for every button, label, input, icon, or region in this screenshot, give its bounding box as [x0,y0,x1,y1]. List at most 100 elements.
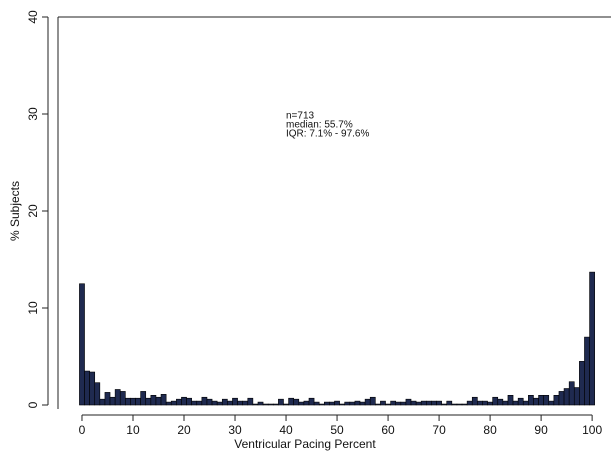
bar [385,403,391,406]
bar [206,398,213,406]
bar [221,398,228,406]
bar [186,397,192,406]
x-tick-label: 100 [582,423,602,437]
bar [477,400,483,406]
x-tick-label: 80 [483,423,497,437]
bar [237,400,243,406]
bar [512,400,519,406]
bar [461,403,468,406]
bar [431,400,437,406]
bar [543,394,550,406]
bar [568,381,575,406]
bar [232,397,238,406]
bar [135,397,141,406]
bar [308,397,315,406]
bar [390,400,397,406]
bar [380,400,386,406]
bar [227,400,233,406]
bar [563,388,570,406]
bar [145,397,152,406]
bar [359,401,366,406]
bar [375,403,381,406]
bar [395,401,402,406]
bar [201,396,208,406]
x-tick-label: 20 [177,423,191,437]
bar [517,397,524,406]
bar [329,401,335,406]
bar [211,400,218,406]
x-tick-label: 0 [79,423,86,437]
x-tick-label: 90 [534,423,548,437]
bar [130,397,136,406]
bar [400,401,407,406]
bar [410,400,417,406]
bar [262,403,269,406]
bar [125,397,131,406]
bar [466,400,473,406]
x-tick-label: 40 [279,423,293,437]
bar [426,400,432,406]
bar [288,397,294,406]
bar [267,403,274,406]
bar [84,370,90,406]
bar [89,371,96,406]
bar [344,401,351,406]
bar [584,336,590,406]
bar [140,391,147,406]
y-tick-label: 10 [26,301,40,315]
bar [548,400,555,406]
bar [176,398,182,406]
bar [471,396,478,406]
bar [456,403,463,406]
bar [160,394,167,406]
bar [502,400,509,406]
x-tick-label: 60 [381,423,395,437]
bar [323,401,330,406]
bar [553,394,560,406]
bar [278,398,284,406]
bar [349,401,356,406]
bar [415,401,422,406]
bar [109,396,116,406]
bar [451,403,458,406]
bar [369,396,376,406]
bar [558,391,565,406]
bar [589,271,595,406]
x-tick-label: 10 [126,423,140,437]
y-tick-label: 30 [26,107,40,121]
bar [165,401,172,406]
bar [436,400,442,406]
bar [364,398,371,406]
bar [99,398,106,406]
x-tick-label: 30 [228,423,242,437]
bar [150,394,157,406]
bar [196,400,203,406]
bar [247,397,254,406]
x-tick-label: 70 [432,423,446,437]
bar [94,382,101,406]
y-tick-label: 40 [26,10,40,24]
bar [298,401,305,406]
bar [293,398,300,406]
bar [487,401,493,406]
bar [573,387,580,406]
bar [104,392,111,406]
x-axis-label: Ventricular Pacing Percent [234,437,376,451]
bar [528,394,534,406]
annotation: median: 55.7% [286,120,353,131]
y-tick-label: 0 [26,401,40,408]
bar [497,398,504,406]
bar [318,403,325,406]
bar [405,398,412,406]
bar [446,400,453,406]
bar [191,400,198,406]
bar [507,394,514,406]
bar [533,397,539,406]
bar [482,400,488,406]
bar [283,403,289,406]
bar [252,403,259,406]
annotation: IQR: 7.1% - 97.6% [286,129,369,140]
bar [119,391,126,406]
bar [257,401,264,406]
